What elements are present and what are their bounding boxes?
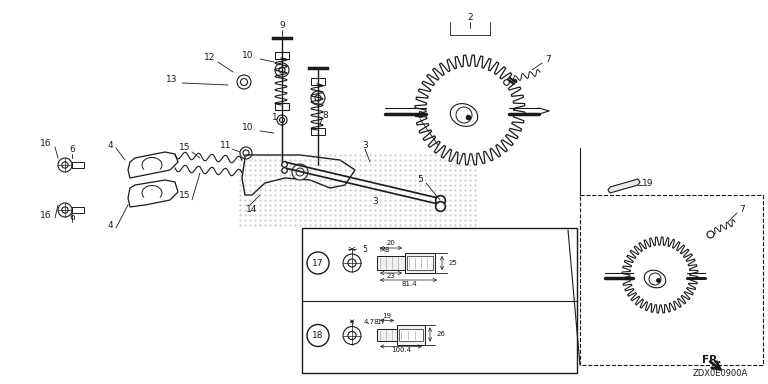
Text: 6: 6 — [69, 214, 74, 222]
Text: 15: 15 — [179, 192, 190, 200]
Polygon shape — [242, 155, 355, 195]
Bar — [72, 207, 84, 213]
Text: 8: 8 — [322, 111, 328, 119]
Bar — [407, 256, 433, 270]
Text: 20: 20 — [386, 240, 396, 246]
Text: ZDX0E0900A: ZDX0E0900A — [693, 369, 747, 377]
Text: 1: 1 — [272, 114, 278, 122]
Bar — [377, 256, 405, 270]
Bar — [397, 324, 425, 344]
Bar — [399, 328, 423, 341]
Text: FR.: FR. — [702, 355, 721, 365]
Text: 16: 16 — [40, 210, 51, 220]
Text: 5: 5 — [417, 175, 423, 184]
Polygon shape — [128, 180, 178, 207]
Text: 7: 7 — [545, 56, 551, 65]
Text: 5: 5 — [417, 111, 423, 119]
Bar — [377, 328, 397, 341]
Text: 17: 17 — [313, 258, 324, 268]
Text: 23: 23 — [386, 273, 396, 279]
Text: M8: M8 — [379, 247, 390, 253]
Text: 18: 18 — [313, 331, 324, 340]
Text: 14: 14 — [247, 205, 258, 215]
Text: 19: 19 — [382, 313, 392, 318]
Circle shape — [292, 164, 308, 180]
Text: 100.4: 100.4 — [391, 348, 411, 354]
Bar — [275, 52, 289, 59]
Polygon shape — [128, 152, 178, 178]
Text: 25: 25 — [449, 260, 458, 266]
Bar — [580, 195, 763, 365]
Text: 12: 12 — [204, 53, 216, 63]
Text: 9: 9 — [279, 22, 285, 30]
Text: 26: 26 — [437, 331, 446, 338]
Bar — [405, 253, 435, 273]
Text: 15: 15 — [179, 144, 190, 152]
Polygon shape — [608, 179, 640, 193]
Bar — [72, 162, 84, 168]
Text: 81.4: 81.4 — [401, 281, 417, 287]
Text: 19: 19 — [642, 179, 654, 187]
Text: 3: 3 — [372, 197, 378, 207]
Text: 7: 7 — [739, 205, 745, 215]
Text: 17: 17 — [376, 318, 386, 324]
Bar — [311, 128, 325, 135]
Text: 3: 3 — [362, 141, 368, 149]
Bar — [311, 78, 325, 85]
Text: 6: 6 — [69, 146, 74, 154]
Text: 2: 2 — [467, 13, 473, 22]
Bar — [275, 103, 289, 110]
Text: 13: 13 — [166, 76, 177, 84]
Text: 4: 4 — [108, 141, 113, 149]
Text: 4: 4 — [108, 220, 113, 230]
Text: 4.78: 4.78 — [364, 319, 379, 326]
Text: 10: 10 — [242, 124, 253, 132]
Bar — [302, 228, 577, 373]
Text: 5: 5 — [362, 245, 367, 255]
Text: 11: 11 — [220, 141, 232, 151]
Text: 10: 10 — [242, 51, 253, 61]
Text: 16: 16 — [40, 139, 51, 147]
